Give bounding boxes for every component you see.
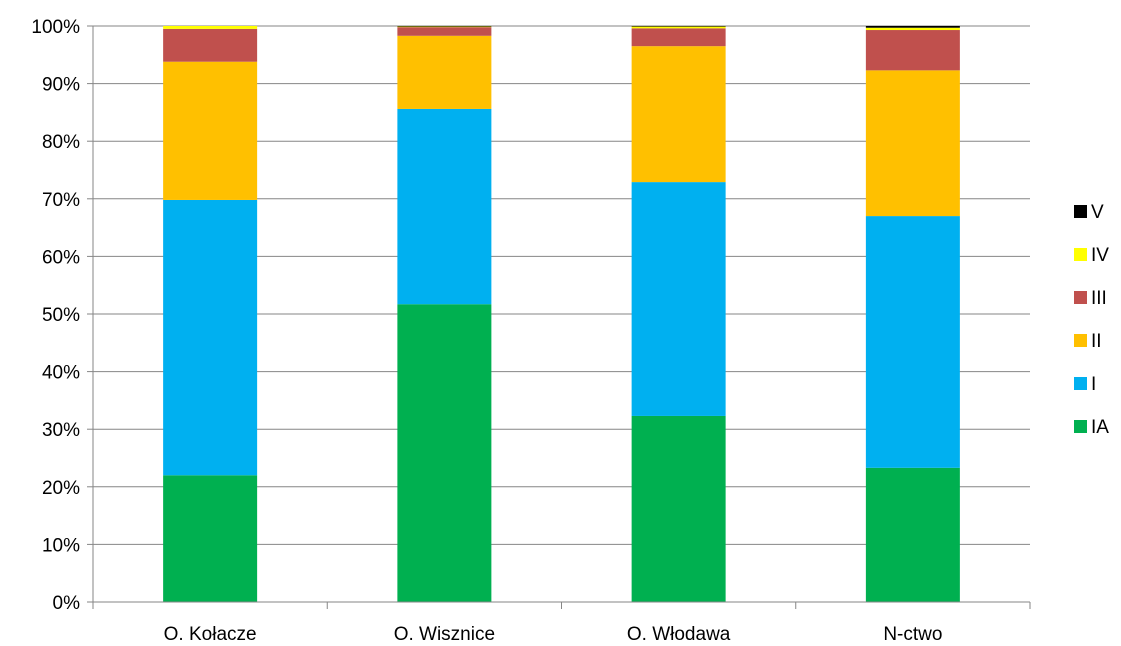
- bar-segment-ia-1: [163, 475, 258, 602]
- legend-swatch-iv: [1074, 248, 1087, 261]
- bar-segment-ii-2: [397, 35, 492, 109]
- bar-segment-iii-1: [163, 28, 258, 62]
- legend-swatch-iii: [1074, 291, 1087, 304]
- x-category-label: O. Włodawa: [627, 624, 731, 645]
- bar-segment-i-2: [397, 108, 492, 305]
- y-axis-tick-labels: 0% 10% 20% 30% 40% 50% 60% 70% 80% 90% 100%: [31, 17, 80, 614]
- x-axis-category-labels: O. Kołacze O. Wisznice O. Włodawa N-ctwo: [164, 624, 943, 645]
- y-tick-label: 50%: [42, 305, 80, 326]
- bar-segment-iv-2: [397, 26, 492, 28]
- y-tick-label: 80%: [42, 132, 80, 153]
- x-category-label: O. Wisznice: [394, 624, 495, 645]
- y-tick-label: 10%: [42, 535, 80, 556]
- bar-segment-ia-4: [865, 467, 960, 602]
- bar-segment-v-2: [397, 26, 492, 27]
- y-tick-label: 20%: [42, 478, 80, 499]
- axes: [87, 25, 1031, 609]
- y-tick-label: 40%: [42, 363, 80, 384]
- y-tick-label: 100%: [31, 17, 80, 38]
- bar-segment-i-4: [865, 216, 960, 468]
- bar-segment-ia-2: [397, 304, 492, 602]
- legend-swatch-ii: [1074, 334, 1087, 347]
- legend-label-ia: IA: [1091, 417, 1109, 438]
- legend-label-v: V: [1091, 202, 1104, 223]
- bar-segment-iii-3: [631, 28, 726, 47]
- legend-label-iii: III: [1091, 288, 1107, 309]
- bar-segment-iii-4: [865, 30, 960, 71]
- y-tick-label: 60%: [42, 247, 80, 268]
- bars: [163, 26, 960, 602]
- legend-label-ii: II: [1091, 331, 1102, 352]
- y-tick-label: 90%: [42, 75, 80, 96]
- bar-segment-iv-1: [163, 26, 258, 29]
- bar-segment-ii-4: [865, 70, 960, 217]
- bar-segment-ii-1: [163, 61, 258, 200]
- bar-segment-v-3: [631, 26, 726, 27]
- bar-segment-iv-3: [631, 26, 726, 29]
- legend-label-i: I: [1091, 374, 1096, 395]
- legend-label-iv: IV: [1091, 245, 1109, 266]
- y-tick-label: 0%: [53, 593, 81, 614]
- bar-segment-iii-2: [397, 27, 492, 36]
- y-tick-label: 30%: [42, 420, 80, 441]
- bar-segment-ia-3: [631, 415, 726, 602]
- legend-swatch-ia: [1074, 420, 1087, 433]
- x-category-label: O. Kołacze: [164, 624, 257, 645]
- x-category-label: N-ctwo: [883, 624, 942, 645]
- bar-segment-iv-4: [865, 27, 960, 31]
- bar-segment-i-3: [631, 182, 726, 416]
- bar-segment-ii-3: [631, 46, 726, 183]
- bar-segment-i-1: [163, 199, 258, 476]
- y-tick-label: 70%: [42, 190, 80, 211]
- legend-swatch-v: [1074, 205, 1087, 218]
- legend-swatch-i: [1074, 377, 1087, 390]
- bar-segment-v-4: [865, 26, 960, 28]
